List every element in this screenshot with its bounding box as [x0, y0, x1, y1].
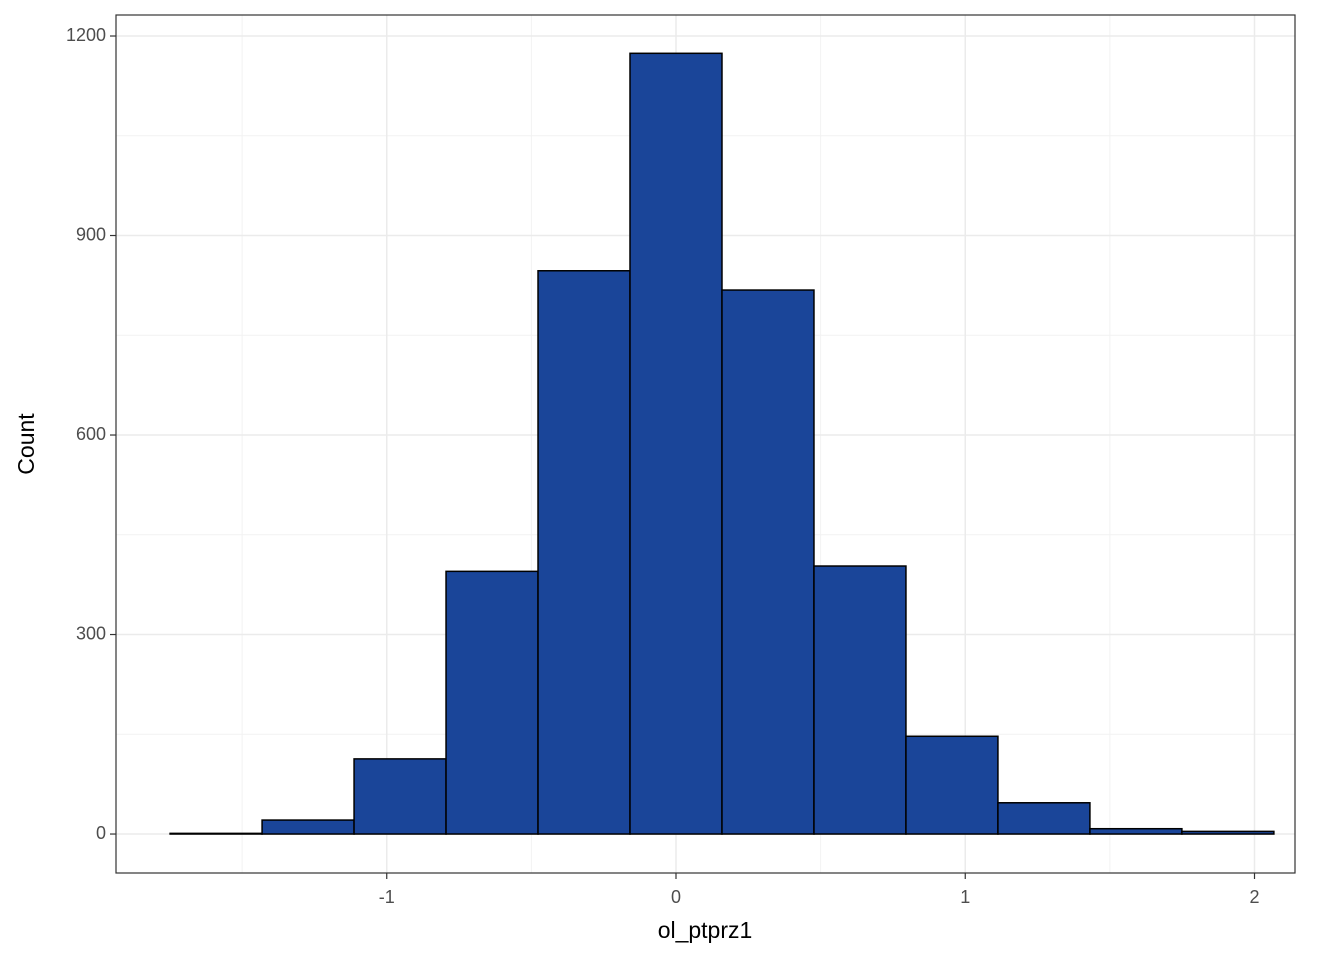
x-tick-label: 2: [1249, 887, 1259, 907]
bar: [537, 270, 631, 835]
x-axis-title: ol_ptprz1: [658, 917, 753, 943]
y-tick-label: 900: [76, 224, 106, 244]
x-tick-label: 1: [960, 887, 970, 907]
y-tick-label: 300: [76, 623, 106, 643]
y-tick-label: 600: [76, 424, 106, 444]
bar: [1181, 830, 1275, 835]
y-tick-label: 1200: [66, 25, 106, 45]
bar: [905, 735, 999, 835]
panel-border: [115, 14, 1296, 874]
bar: [721, 289, 815, 835]
y-tick-label: 0: [96, 823, 106, 843]
bar: [1089, 827, 1183, 835]
bar: [445, 570, 539, 835]
bar: [169, 832, 263, 835]
x-tick-label: -1: [379, 887, 395, 907]
y-axis-title: Count: [13, 413, 39, 475]
x-tick-label: 0: [671, 887, 681, 907]
bar: [629, 52, 723, 835]
bar: [261, 819, 355, 835]
bar: [813, 565, 907, 835]
bar: [997, 802, 1091, 835]
bar: [353, 758, 447, 835]
